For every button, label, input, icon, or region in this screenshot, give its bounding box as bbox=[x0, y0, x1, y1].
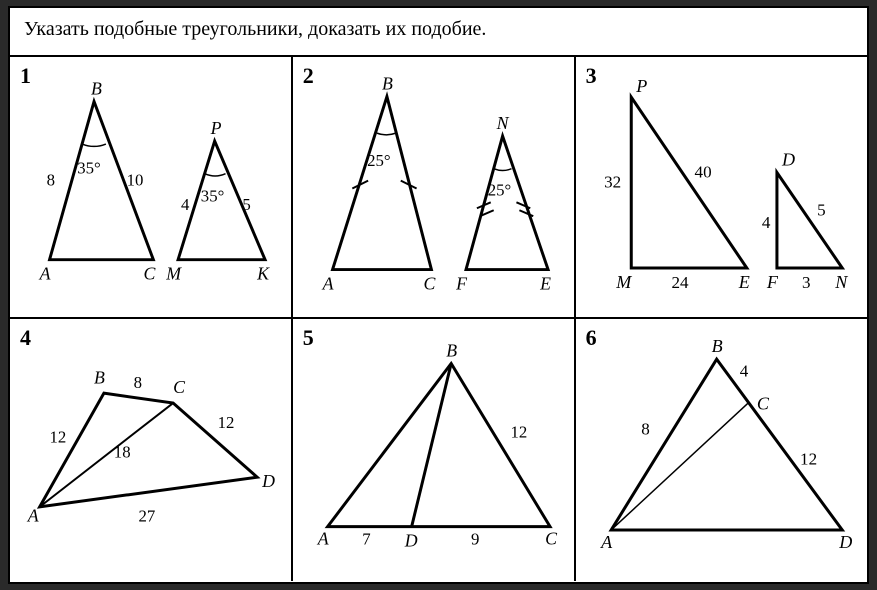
s-40: 40 bbox=[694, 163, 711, 182]
v-M: M bbox=[165, 263, 182, 283]
panel-6: 6 A B C D 8 4 12 bbox=[576, 319, 867, 581]
v-N: N bbox=[834, 272, 848, 292]
v-A: A bbox=[321, 273, 333, 293]
panel-3: 3 P M E 32 40 24 D F N 4 5 3 bbox=[576, 57, 867, 319]
v-F: F bbox=[455, 273, 468, 293]
panel-2: 2 B A C 25° N F E 25 bbox=[293, 57, 576, 319]
v-K: K bbox=[256, 263, 270, 283]
panel-5: 5 A B C D 7 9 12 bbox=[293, 319, 576, 581]
s-12: 12 bbox=[800, 450, 817, 469]
v-C: C bbox=[423, 273, 436, 293]
s-4: 4 bbox=[761, 213, 770, 232]
s-4: 4 bbox=[739, 361, 748, 380]
figure-1: B A C 8 10 35° P M K 4 5 35° bbox=[10, 57, 291, 314]
s-9: 9 bbox=[471, 529, 479, 548]
s-3: 3 bbox=[802, 273, 811, 292]
v-C: C bbox=[545, 528, 558, 548]
s-27: 27 bbox=[139, 507, 156, 526]
v-B: B bbox=[91, 79, 102, 99]
s-24: 24 bbox=[671, 273, 689, 292]
v-E: E bbox=[539, 273, 551, 293]
a-25: 25° bbox=[367, 151, 391, 170]
panel-4: 4 A B C D 12 8 12 27 18 bbox=[10, 319, 293, 581]
v-N: N bbox=[495, 113, 509, 133]
v-C: C bbox=[756, 393, 769, 413]
v-A: A bbox=[317, 528, 329, 548]
s-5: 5 bbox=[817, 201, 826, 220]
a-35b: 35° bbox=[201, 186, 225, 205]
v-F: F bbox=[765, 272, 778, 292]
s-12b: 12 bbox=[218, 413, 235, 432]
figure-grid: 1 B A C 8 10 35° P M K 4 5 35° bbox=[10, 57, 867, 581]
s-8: 8 bbox=[47, 171, 55, 190]
figure-2: B A C 25° N F E 25° bbox=[293, 57, 574, 314]
s-12a: 12 bbox=[50, 428, 67, 447]
s-32: 32 bbox=[604, 173, 621, 192]
s-18: 18 bbox=[114, 442, 131, 461]
v-P: P bbox=[635, 76, 647, 96]
page-title: Указать подобные треугольники, доказать … bbox=[10, 8, 867, 57]
panel-1: 1 B A C 8 10 35° P M K 4 5 35° bbox=[10, 57, 293, 319]
s-5: 5 bbox=[242, 195, 250, 214]
s-4: 4 bbox=[181, 195, 190, 214]
v-A: A bbox=[600, 532, 613, 552]
figure-3: P M E 32 40 24 D F N 4 5 3 bbox=[576, 57, 867, 318]
v-M: M bbox=[615, 272, 632, 292]
v-A: A bbox=[39, 263, 51, 283]
v-D: D bbox=[838, 532, 852, 552]
v-B: B bbox=[446, 341, 457, 361]
v-C: C bbox=[143, 263, 156, 283]
v-P: P bbox=[210, 118, 222, 138]
v-E: E bbox=[737, 272, 749, 292]
figure-6: A B C D 8 4 12 bbox=[576, 319, 867, 580]
s-7: 7 bbox=[362, 529, 370, 548]
a-35: 35° bbox=[77, 159, 101, 178]
s-8: 8 bbox=[641, 420, 650, 439]
s-8: 8 bbox=[134, 373, 142, 392]
v-D: D bbox=[404, 530, 418, 550]
v-C: C bbox=[173, 377, 186, 397]
v-A: A bbox=[27, 506, 39, 526]
figure-5: A B C D 7 9 12 bbox=[293, 319, 574, 576]
s-10: 10 bbox=[127, 171, 144, 190]
a-25b: 25° bbox=[488, 180, 512, 199]
v-B: B bbox=[711, 336, 722, 356]
figure-4: A B C D 12 8 12 27 18 bbox=[10, 319, 291, 576]
s-12: 12 bbox=[510, 423, 527, 442]
v-D: D bbox=[261, 471, 275, 491]
v-D: D bbox=[781, 150, 795, 170]
v-B: B bbox=[94, 367, 105, 387]
v-B: B bbox=[382, 74, 393, 94]
